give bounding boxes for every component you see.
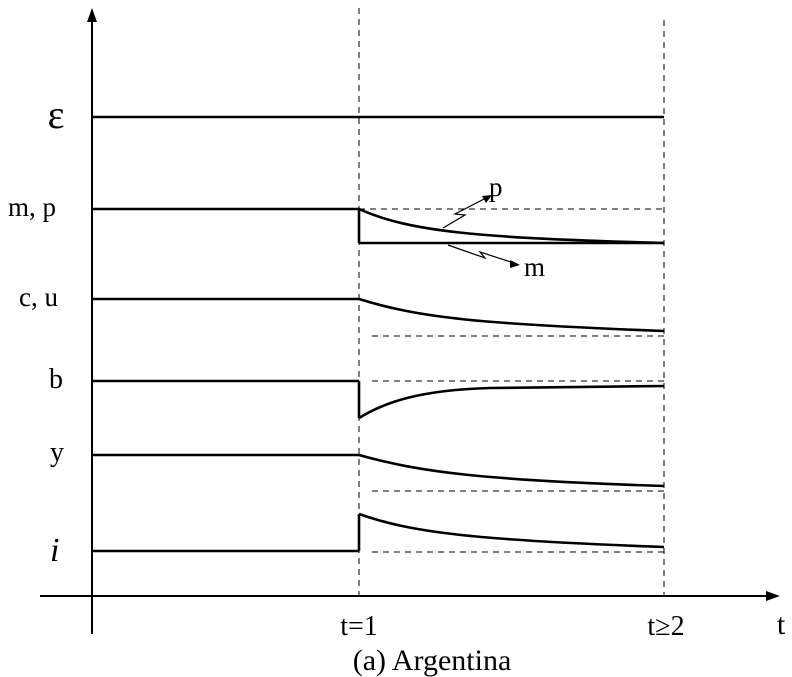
m-pointer [447, 244, 518, 265]
y-axis-arrowhead [87, 8, 97, 22]
tick-t2: t≥2 [647, 611, 684, 642]
m-pointer-head [510, 260, 520, 268]
cu-path [358, 297, 665, 333]
label-b: b [49, 364, 63, 395]
x-axis-arrowhead [766, 591, 780, 601]
label-epsilon: ε [48, 92, 65, 137]
label-y: y [50, 437, 64, 468]
p-path [358, 207, 665, 245]
annotation-p: p [489, 172, 503, 202]
p-pointer [442, 195, 491, 229]
figure-caption: (a) Argentina [353, 644, 512, 677]
annotation-m: m [524, 252, 545, 282]
label-mp: m, p [8, 192, 56, 222]
label-i: i [50, 532, 59, 569]
tick-t1: t=1 [340, 611, 378, 642]
b-path [358, 384, 665, 420]
label-cu: c, u [19, 282, 58, 312]
y-path [358, 453, 665, 488]
p-pointer-head [482, 195, 492, 203]
x-axis-label: t [777, 608, 786, 641]
i-path [358, 512, 665, 549]
